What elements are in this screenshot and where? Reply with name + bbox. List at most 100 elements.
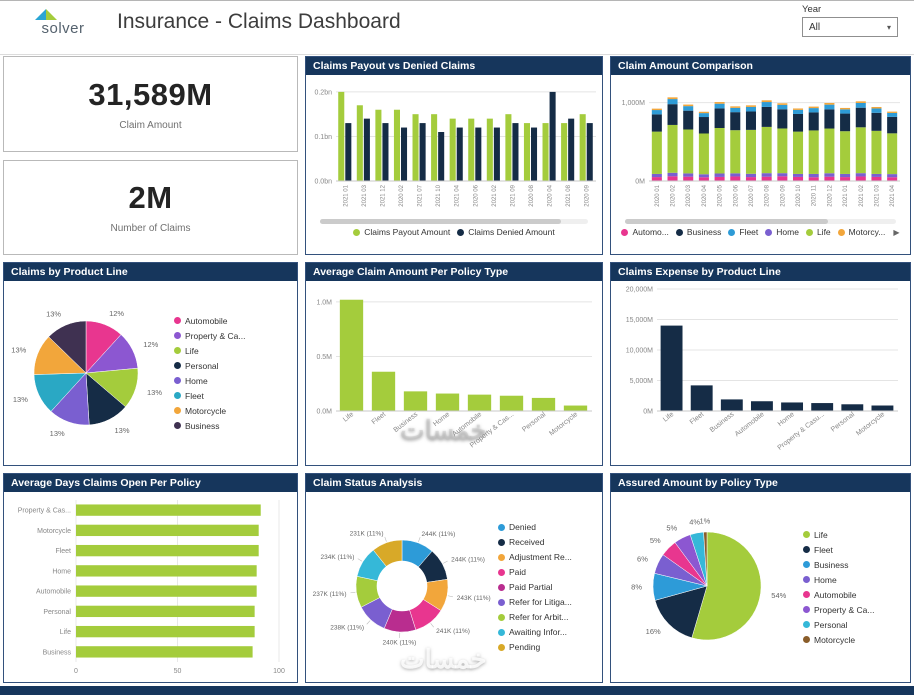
legend-swatch-icon (803, 546, 810, 553)
svg-text:Fleet: Fleet (689, 411, 706, 426)
svg-text:2021 04: 2021 04 (890, 184, 896, 206)
legend-item-home: Home (765, 227, 799, 237)
legend-item-business: Business (803, 560, 910, 570)
svg-text:Property & Cas...: Property & Cas... (18, 508, 71, 515)
legend-label: Paid (509, 567, 526, 577)
legend-swatch-icon (174, 422, 181, 429)
legend-scroll-right-icon[interactable]: ▶ (893, 228, 899, 237)
dashboard-grid: 31,589M Claim Amount 2M Number of Claims… (3, 56, 911, 683)
svg-text:Home: Home (52, 568, 71, 575)
svg-text:237K (11%): 237K (11%) (313, 591, 347, 598)
svg-text:Automobile: Automobile (36, 589, 71, 596)
legend-label: Claims Denied Amount (468, 227, 554, 237)
legend-swatch-icon (498, 554, 505, 561)
svg-text:Business: Business (43, 649, 72, 656)
legend-swatch-icon (765, 229, 772, 236)
svg-text:1%: 1% (699, 517, 710, 526)
legend-label: Home (185, 376, 208, 386)
svg-text:Personal: Personal (521, 411, 547, 434)
svg-text:2021 01: 2021 01 (343, 184, 349, 206)
svg-text:0: 0 (74, 668, 78, 675)
svg-text:2020 05: 2020 05 (718, 184, 724, 206)
chart-scrollbar[interactable] (320, 219, 588, 224)
legend-item-life: Life (803, 530, 910, 540)
legend-label: Property & Ca... (185, 331, 245, 341)
legend-label: Awaiting Infor... (509, 627, 567, 637)
svg-text:10,000M: 10,000M (626, 348, 653, 355)
svg-text:Business: Business (393, 411, 420, 434)
claim-status-analysis-donut[interactable]: 244K (11%)244K (11%)243K (11%)241K (11%)… (306, 494, 498, 680)
svg-text:Life: Life (342, 411, 355, 424)
legend-item-business: Business (174, 421, 297, 431)
legend-label: Fleet (814, 545, 833, 555)
svg-text:Business: Business (709, 411, 736, 434)
svg-text:2020 01: 2020 01 (655, 184, 661, 206)
panel-title: Claims Expense by Product Line (611, 263, 910, 281)
legend-item-fleet: Fleet (803, 545, 910, 555)
svg-text:2020 09: 2020 09 (780, 184, 786, 206)
svg-text:Automobile: Automobile (451, 411, 483, 438)
svg-text:2021 03: 2021 03 (874, 184, 880, 206)
svg-text:231K (11%): 231K (11%) (350, 531, 384, 538)
svg-text:Motorcycle: Motorcycle (855, 411, 886, 437)
chart-scrollbar[interactable] (625, 219, 896, 224)
legend-swatch-icon (174, 332, 181, 339)
svg-text:5%: 5% (666, 524, 677, 533)
svg-text:244K (11%): 244K (11%) (422, 531, 456, 538)
legend-swatch-icon (676, 229, 683, 236)
svg-text:Personal: Personal (43, 609, 71, 616)
legend-label: Business (185, 421, 220, 431)
legend-swatch-icon (498, 569, 505, 576)
svg-text:2020 06: 2020 06 (733, 184, 739, 206)
svg-text:Fleet: Fleet (55, 548, 71, 555)
svg-text:12%: 12% (109, 309, 124, 318)
legend-item-life: Life (806, 227, 831, 237)
legend-swatch-icon (728, 229, 735, 236)
panel-title: Claim Amount Comparison (611, 57, 910, 75)
claims-by-product-line-pie[interactable]: 12%12%13%13%13%13%13%13% (4, 283, 174, 463)
legend-item-property-ca-: Property & Ca... (174, 331, 297, 341)
assured-amount-pie[interactable]: 54%16%8%6%5%5%4%1% (611, 494, 803, 680)
legend-item-paid-partial: Paid Partial (498, 582, 602, 592)
svg-text:50: 50 (174, 668, 182, 675)
svg-text:Home: Home (432, 411, 451, 428)
svg-text:2021 07: 2021 07 (418, 184, 424, 206)
svg-text:2020 09: 2020 09 (585, 184, 591, 206)
svg-text:2021 02: 2021 02 (859, 184, 865, 206)
legend-swatch-icon (803, 561, 810, 568)
svg-text:241K (11%): 241K (11%) (436, 628, 470, 635)
svg-text:Motorcycle: Motorcycle (548, 411, 579, 437)
legend-item-personal: Personal (174, 361, 297, 371)
year-dropdown[interactable]: All ▾ (802, 17, 898, 37)
svg-text:0.5M: 0.5M (316, 354, 332, 361)
legend-label: Refer for Arbit... (509, 612, 569, 622)
legend-swatch-icon (803, 576, 810, 583)
legend-item-business: Business (676, 227, 722, 237)
svg-text:0.0M: 0.0M (316, 409, 332, 416)
legend-item-fleet: Fleet (728, 227, 758, 237)
legend-swatch-icon (174, 317, 181, 324)
panel-title: Claims by Product Line (4, 263, 297, 281)
panel-claim-status-analysis: Claim Status Analysis 244K (11%)244K (11… (305, 473, 603, 683)
panel-title: Claims Payout vs Denied Claims (306, 57, 602, 75)
legend-swatch-icon (498, 614, 505, 621)
svg-text:Automobile: Automobile (734, 411, 766, 438)
svg-text:1,000M: 1,000M (622, 100, 646, 107)
svg-text:Life: Life (60, 629, 71, 636)
svg-text:2021 09: 2021 09 (510, 184, 516, 206)
svg-text:0.1bn: 0.1bn (314, 134, 332, 141)
legend-label: Business (814, 560, 849, 570)
legend-item-automo-: Automo... (621, 227, 668, 237)
kpi-column: 31,589M Claim Amount 2M Number of Claims (3, 56, 298, 255)
legend-label: Fleet (185, 391, 204, 401)
